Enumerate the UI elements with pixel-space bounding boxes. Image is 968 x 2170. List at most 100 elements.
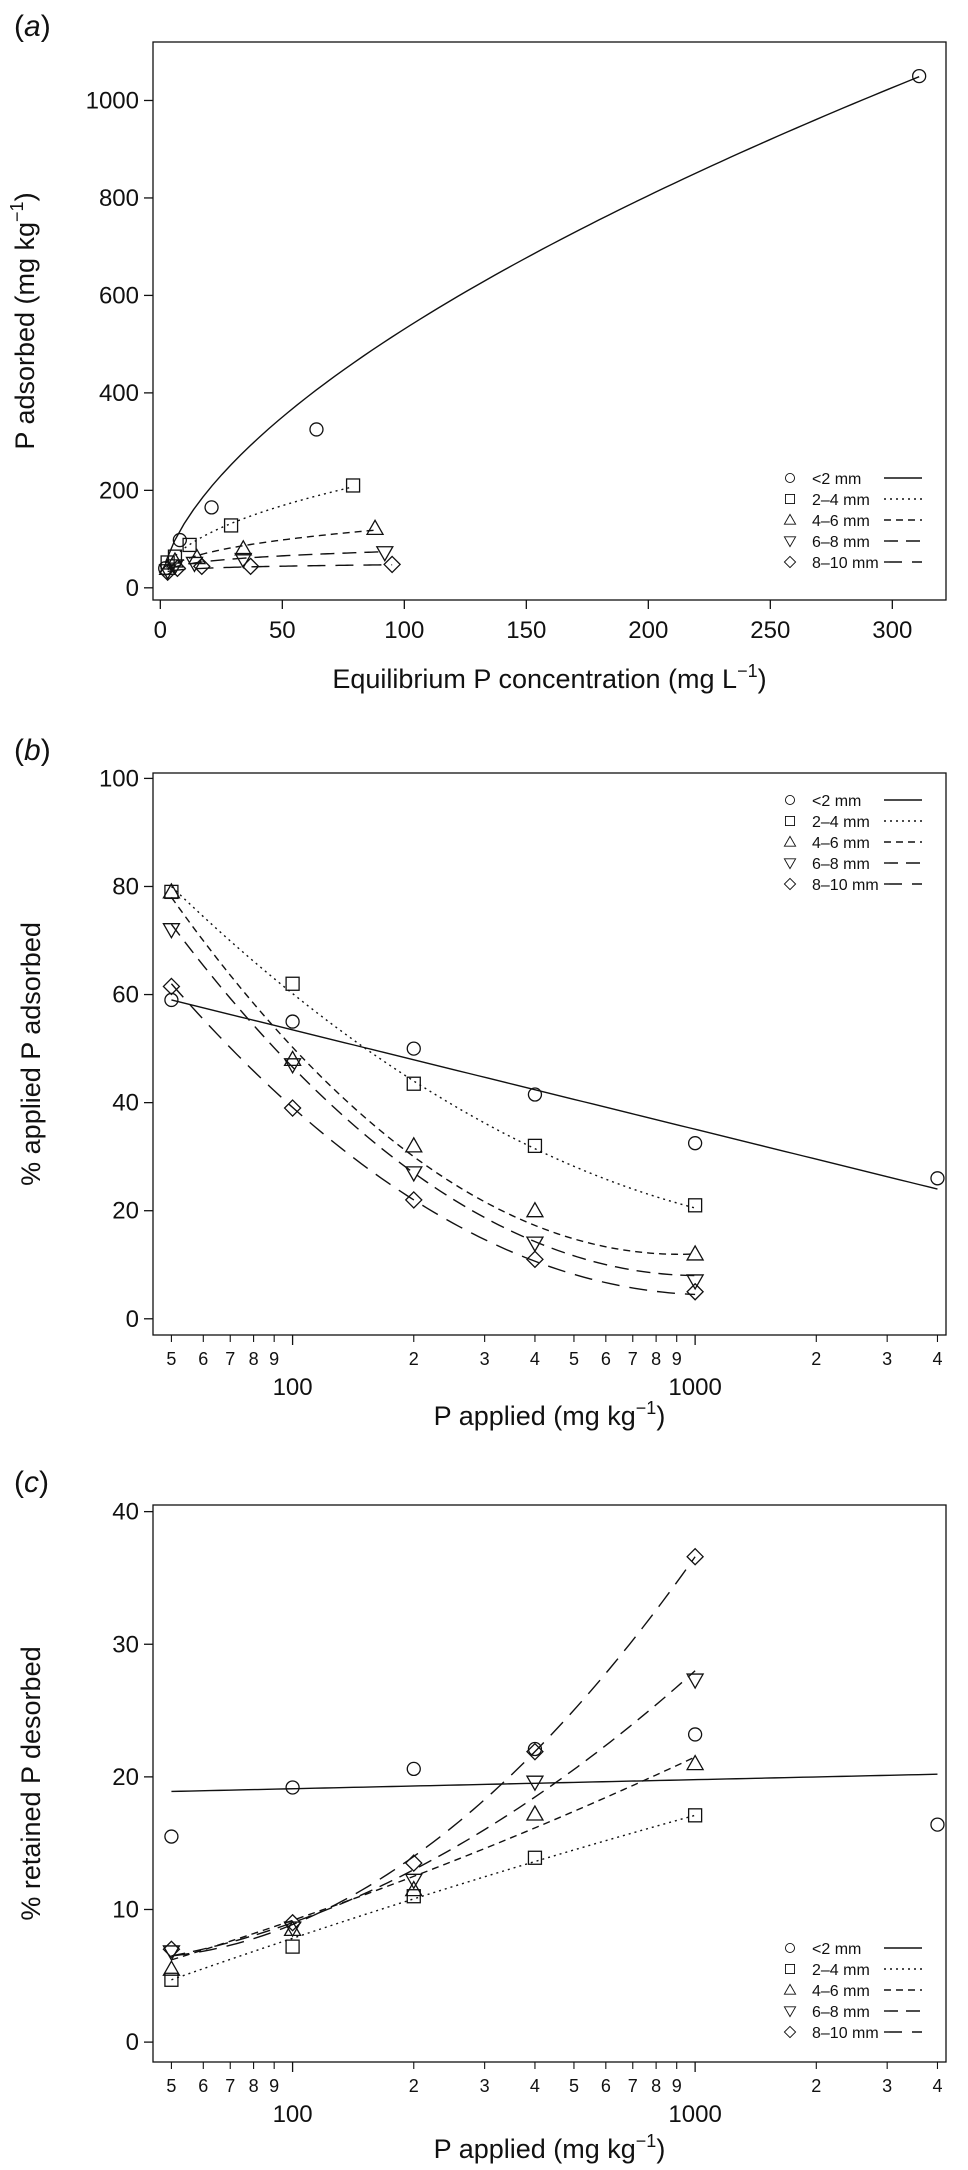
- data-point: [687, 1136, 703, 1151]
- y-axis-title: % retained P desorbed: [16, 1646, 46, 1920]
- x-minor-tick-label: 6: [601, 1349, 611, 1369]
- data-point: [527, 1850, 543, 1865]
- legend-item: 2–4 mm: [784, 492, 922, 509]
- y-tick-label: 40: [112, 1090, 139, 1117]
- data-point: [526, 1250, 544, 1269]
- fit-line: [167, 551, 385, 571]
- y-tick-label: 40: [112, 1499, 139, 1526]
- data-point: [525, 1201, 545, 1218]
- series-square: [164, 884, 703, 1213]
- y-tick-label: 20: [112, 1198, 139, 1225]
- data-point: [686, 1274, 705, 1291]
- panel-label: (a): [14, 10, 51, 43]
- x-minor-tick-label: 2: [409, 1349, 419, 1369]
- x-minor-tick-label: 3: [882, 1349, 892, 1369]
- y-tick-label: 30: [112, 1631, 139, 1658]
- legend-item: 6–8 mm: [783, 2004, 922, 2021]
- x-tick-label: 50: [269, 617, 296, 644]
- data-point: [525, 1236, 545, 1253]
- data-point: [404, 1873, 423, 1890]
- x-tick-label: 0: [154, 617, 167, 644]
- data-point: [164, 992, 179, 1008]
- data-point: [283, 1921, 302, 1938]
- x-minor-tick-label: 7: [225, 1349, 235, 1369]
- fit-line: [167, 564, 393, 573]
- data-point: [285, 1939, 300, 1954]
- data-point: [285, 1780, 300, 1795]
- x-minor-tick-label: 9: [672, 2076, 682, 2096]
- legend-item: 8–10 mm: [783, 555, 922, 572]
- legend-marker: [783, 1983, 797, 1995]
- legend-item: 4–6 mm: [783, 1983, 922, 2000]
- legend-label: 8–10 mm: [812, 2025, 879, 2042]
- x-minor-tick-label: 7: [225, 2076, 235, 2096]
- legend-marker: [783, 835, 797, 847]
- panel-label: (b): [14, 734, 51, 767]
- x-minor-tick-label: 4: [932, 2076, 942, 2096]
- series-diamond: [158, 555, 402, 582]
- series-triangle-up: [162, 1754, 705, 1976]
- x-minor-tick-label: 6: [198, 1349, 208, 1369]
- fit-line: [170, 885, 696, 1209]
- data-point: [686, 1244, 705, 1261]
- data-point: [162, 977, 181, 996]
- fit-line: [171, 1670, 696, 1957]
- fit-line: [171, 999, 938, 1190]
- x-tick-label: 200: [628, 617, 668, 644]
- x-minor-tick-label: 2: [811, 1349, 821, 1369]
- data-point: [241, 557, 260, 576]
- legend-marker: [784, 1942, 796, 1954]
- x-minor-tick-label: 6: [601, 2076, 611, 2096]
- data-point: [687, 1727, 703, 1742]
- y-tick-label: 0: [126, 1306, 139, 1333]
- data-point: [185, 556, 204, 573]
- data-point: [234, 539, 253, 556]
- legend-label: <2 mm: [812, 1941, 861, 1958]
- fit-line: [171, 1756, 696, 1961]
- x-minor-tick-label: 6: [198, 2076, 208, 2096]
- x-minor-tick-label: 4: [530, 2076, 540, 2096]
- data-point: [309, 422, 324, 437]
- fit-line: [170, 923, 696, 1277]
- x-minor-tick-label: 8: [249, 1349, 259, 1369]
- data-point: [525, 1775, 545, 1792]
- data-point: [383, 555, 402, 574]
- x-tick-label: 300: [872, 617, 912, 644]
- x-minor-tick-label: 9: [269, 1349, 279, 1369]
- data-point: [930, 1171, 945, 1186]
- series-triangle-down: [162, 1670, 705, 1962]
- x-axis-title: P applied (mg kg−1): [434, 2131, 666, 2164]
- legend-marker: [784, 794, 796, 806]
- data-point: [285, 976, 300, 991]
- legend-label: 6–8 mm: [812, 856, 870, 873]
- legend-marker: [783, 2006, 797, 2018]
- x-tick-label: 150: [506, 617, 546, 644]
- series-circle: [164, 1727, 945, 1844]
- x-minor-tick-label: 2: [811, 2076, 821, 2096]
- legend-label: 4–6 mm: [812, 835, 870, 852]
- legend: <2 mm 2–4 mm 4–6 mm 6–8 mm 8–10 mm: [783, 793, 922, 894]
- x-minor-tick-label: 3: [480, 2076, 490, 2096]
- plot-frame: [152, 41, 947, 601]
- x-minor-tick-label: 4: [932, 1349, 942, 1369]
- legend-label: 2–4 mm: [812, 814, 870, 831]
- data-point: [283, 1099, 302, 1117]
- legend-marker: [783, 858, 797, 870]
- legend-item: <2 mm: [784, 471, 922, 488]
- series-square: [164, 1808, 703, 1987]
- data-point: [182, 537, 197, 553]
- data-point: [686, 1547, 705, 1566]
- x-minor-tick-label: 5: [569, 1349, 579, 1369]
- legend-label: 8–10 mm: [812, 555, 879, 572]
- y-tick-label: 10: [112, 1896, 139, 1923]
- legend-item: 4–6 mm: [783, 835, 922, 852]
- y-tick-label: 80: [112, 873, 139, 900]
- series-diamond: [162, 1547, 705, 1959]
- x-tick-label: 1000: [668, 1374, 721, 1401]
- data-point: [164, 1829, 179, 1844]
- series-circle: [164, 992, 945, 1190]
- data-point: [375, 546, 394, 563]
- data-point: [345, 478, 361, 493]
- fit-line: [170, 896, 696, 1255]
